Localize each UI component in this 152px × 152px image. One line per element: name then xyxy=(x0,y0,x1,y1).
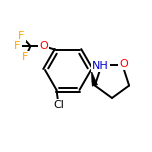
Text: F: F xyxy=(14,41,21,51)
Text: NH: NH xyxy=(92,61,109,71)
Polygon shape xyxy=(91,70,98,86)
Text: F: F xyxy=(18,31,25,41)
Text: O: O xyxy=(39,41,48,51)
Text: O: O xyxy=(119,59,128,69)
Text: F: F xyxy=(22,52,29,62)
Text: Cl: Cl xyxy=(53,100,64,110)
